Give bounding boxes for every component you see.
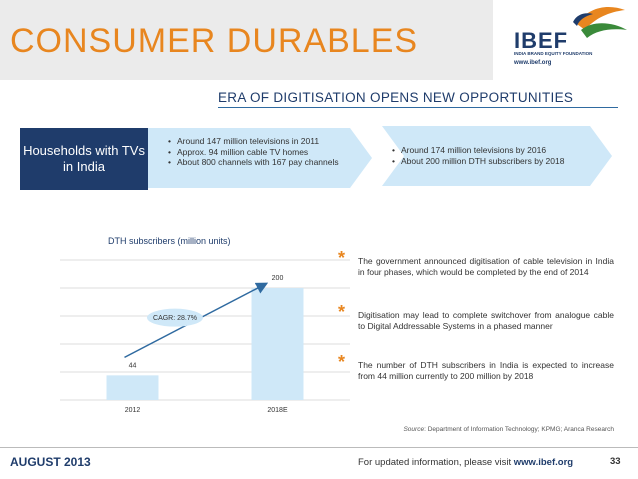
cagr-label: CAGR: 28.7% xyxy=(153,315,197,322)
page-title: CONSUMER DURABLES xyxy=(10,22,419,60)
future-list: Around 174 million televisions by 2016 A… xyxy=(392,145,582,166)
source-label: Source xyxy=(403,426,425,433)
source-text: : Department of Information Technology; … xyxy=(424,426,614,433)
point-2: * Digitisation may lead to complete swit… xyxy=(338,303,614,332)
footer-message: For updated information, please visit xyxy=(358,457,512,468)
footer-url[interactable]: www.ibef.org xyxy=(513,457,574,468)
footer-date: AUGUST 2013 xyxy=(10,455,91,469)
bird-logo-icon xyxy=(573,6,627,38)
footer-text: For updated information, please visit ww… xyxy=(358,457,573,468)
point-3: * The number of DTH subscribers in India… xyxy=(338,353,614,382)
current-item: Approx. 94 million cable TV homes xyxy=(168,147,358,158)
chart-title: DTH subscribers (million units) xyxy=(108,236,231,246)
subtitle-divider xyxy=(218,107,618,108)
cagr-bubble xyxy=(147,308,203,327)
x-tick-label: 2018E xyxy=(267,407,288,414)
source-note: Source: Department of Information Techno… xyxy=(400,425,614,434)
chart-grid xyxy=(60,259,350,401)
data-label: 44 xyxy=(129,362,137,369)
star-icon: * xyxy=(338,248,346,268)
star-icon: * xyxy=(338,302,346,322)
bar-2018E xyxy=(251,288,304,400)
point-text: The government announced digitisation of… xyxy=(358,256,614,277)
future-item: About 200 million DTH subscribers by 201… xyxy=(392,156,582,167)
logo-text: IBEF xyxy=(514,28,569,53)
logo-url[interactable]: www.ibef.org xyxy=(514,60,552,66)
current-item: Around 147 million televisions in 2011 xyxy=(168,136,358,147)
households-box: Households with TVs in India xyxy=(20,128,148,190)
star-icon: * xyxy=(338,352,346,372)
page-number: 33 xyxy=(610,456,621,467)
bar-2012 xyxy=(106,375,159,400)
section-subtitle: ERA OF DIGITISATION OPENS NEW OPPORTUNIT… xyxy=(218,90,574,105)
logo xyxy=(493,0,638,80)
point-text: The number of DTH subscribers in India i… xyxy=(358,360,614,381)
footer-divider xyxy=(0,447,638,448)
current-item: About 800 channels with 167 pay channels xyxy=(168,157,358,168)
future-item: Around 174 million televisions by 2016 xyxy=(392,145,582,156)
x-tick-label: 2012 xyxy=(125,407,141,414)
logo-subtext: INDIA BRAND EQUITY FOUNDATION xyxy=(514,51,593,56)
point-text: Digitisation may lead to complete switch… xyxy=(358,310,614,331)
data-label: 200 xyxy=(272,275,284,282)
dth-chart: 44 2012 200 2018E CAGR: 28.7% xyxy=(60,259,350,414)
households-label: Households with TVs in India xyxy=(23,143,145,174)
point-1: * The government announced digitisation … xyxy=(338,249,614,278)
current-list: Around 147 million televisions in 2011 A… xyxy=(168,136,358,168)
